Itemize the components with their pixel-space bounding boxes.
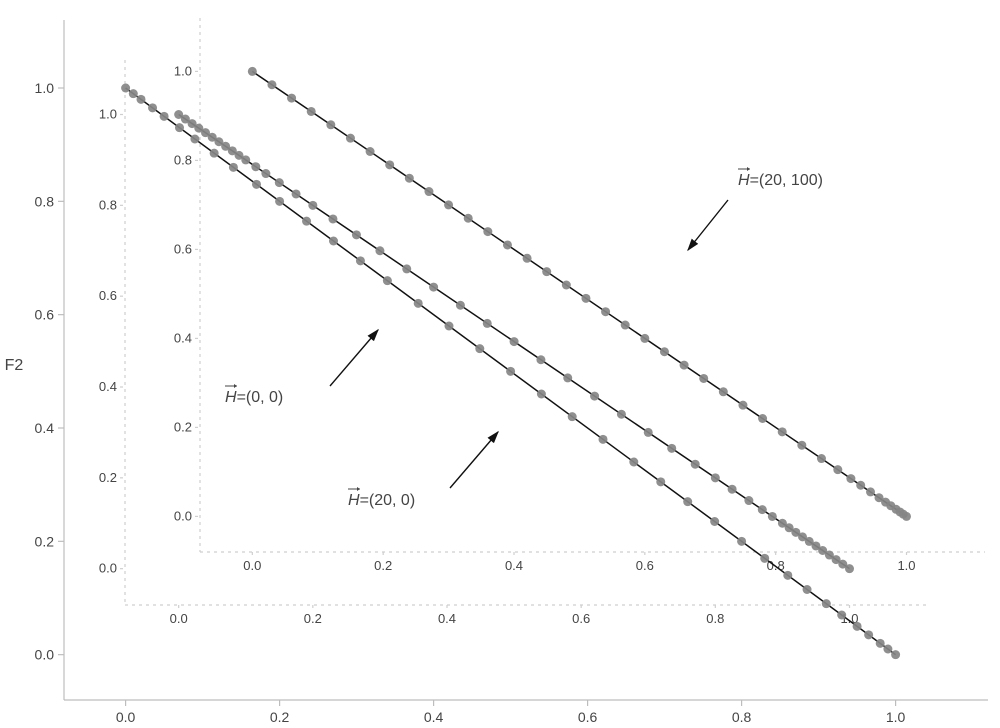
inset-x-tick: 0.6 bbox=[636, 558, 654, 573]
inset-y-tick: 0.0 bbox=[99, 561, 117, 576]
inset-x-tick: 1.0 bbox=[897, 558, 915, 573]
y-tick-label: 1.0 bbox=[35, 80, 55, 96]
inset-x-tick: 0.4 bbox=[438, 611, 456, 626]
y-tick-label: 0.8 bbox=[35, 193, 55, 209]
anno-label-H00: H=(0, 0) bbox=[225, 384, 283, 406]
inset-x-tick: 0.2 bbox=[374, 558, 392, 573]
svg-text:H=(0, 0): H=(0, 0) bbox=[225, 389, 283, 406]
inset-x-tick: 0.2 bbox=[304, 611, 322, 626]
inset-y-tick: 0.6 bbox=[99, 288, 117, 303]
inset-x-tick: 0.4 bbox=[505, 558, 523, 573]
inset-y-tick: 1.0 bbox=[174, 63, 192, 78]
x-tick-label: 0.2 bbox=[270, 709, 290, 725]
x-tick-label: 0.4 bbox=[424, 709, 444, 725]
inset-x-tick: 0.0 bbox=[243, 558, 261, 573]
inset-y-tick: 0.0 bbox=[174, 508, 192, 523]
anno-label-H20_100: H=(20, 100) bbox=[738, 167, 823, 189]
inset-y-tick: 0.6 bbox=[174, 241, 192, 256]
inset-y-tick: 0.2 bbox=[174, 419, 192, 434]
y-tick-label: 0.2 bbox=[35, 533, 55, 549]
svg-text:H=(20, 0): H=(20, 0) bbox=[348, 492, 415, 509]
x-tick-label: 0.8 bbox=[732, 709, 752, 725]
chart-root: 0.0 0.2 0.4 0.6 0.8 1.0 0.0 0.2 0.4 0.6 0.8 1.0 F2 0.… bbox=[0, 0, 1000, 728]
anno-arrow-H20_0 bbox=[450, 432, 498, 488]
inset-y-tick: 0.8 bbox=[174, 152, 192, 167]
plot-svg: 0.0 0.2 0.4 0.6 0.8 1.0 0.0 0.2 0.4 0.6 0.8 1.0 F2 0.… bbox=[0, 0, 1000, 728]
y-tick-label: 0.0 bbox=[35, 647, 55, 663]
inset-y-tick: 0.4 bbox=[174, 330, 192, 345]
inset-x-tick: 0.0 bbox=[170, 611, 188, 626]
anno-arrow-H00 bbox=[330, 330, 378, 386]
inset-y-tick: 0.4 bbox=[99, 379, 117, 394]
y-tick-label: 0.6 bbox=[35, 307, 55, 323]
svg-text:H=(20, 100): H=(20, 100) bbox=[738, 172, 823, 189]
inset-y-tick: 0.8 bbox=[99, 197, 117, 212]
y-axis-label: F2 bbox=[5, 357, 24, 374]
inset-x-tick: 0.6 bbox=[572, 611, 590, 626]
anno-arrow-H20_100 bbox=[688, 200, 728, 250]
inset-y-tick: 0.2 bbox=[99, 470, 117, 485]
x-tick-label: 0.0 bbox=[116, 709, 136, 725]
anno-label-H20_0: H=(20, 0) bbox=[348, 487, 415, 509]
x-tick-label: 1.0 bbox=[886, 709, 906, 725]
y-tick-label: 0.4 bbox=[35, 420, 55, 436]
inset_panel_2-ticks: 0.00.20.40.60.81.00.00.20.40.60.81.0 bbox=[174, 63, 916, 573]
x-tick-label: 0.6 bbox=[578, 709, 598, 725]
inset-x-tick: 0.8 bbox=[706, 611, 724, 626]
inset-y-tick: 1.0 bbox=[99, 107, 117, 122]
